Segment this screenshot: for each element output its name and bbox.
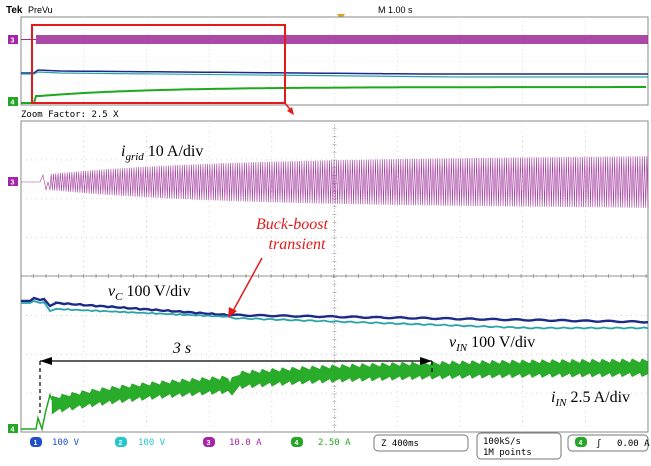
svg-text:0.00 A: 0.00 A <box>617 439 650 449</box>
ch3-readout[interactable]: 3 10.0 A <box>203 437 262 448</box>
svg-text:3: 3 <box>11 38 15 45</box>
zoom-factor-label: Zoom Factor: 2.5 X <box>21 110 119 120</box>
vin-trace <box>21 300 649 330</box>
iin-trace <box>51 358 649 415</box>
svg-text:4: 4 <box>295 440 299 447</box>
grid-current-trace <box>21 156 649 208</box>
duration-arrow-right-icon <box>420 357 432 365</box>
vc-annotation: vC 100 V/div <box>108 283 191 303</box>
transient-annotation-line1: Buck-boost <box>256 216 329 233</box>
horizontal-readout[interactable]: Z 400ms <box>373 434 469 452</box>
zoom-pointer-arrowhead-icon <box>287 107 294 115</box>
iin-startup <box>21 392 53 432</box>
overview-ch4-marker: 4 <box>8 97 18 107</box>
svg-text:3: 3 <box>207 440 211 447</box>
zoom-panel <box>20 120 649 433</box>
overview-ch3-marker: 3 <box>8 35 18 45</box>
overview-panel <box>20 16 649 115</box>
svg-text:3: 3 <box>11 180 15 187</box>
overview-vin-trace <box>21 71 648 78</box>
svg-text:2.50 A: 2.50 A <box>318 438 351 448</box>
svg-text:100 V: 100 V <box>138 438 166 448</box>
trigger-readout[interactable]: 4 ʃ 0.00 A <box>567 434 650 452</box>
overview-iin-trace <box>21 86 646 104</box>
svg-text:100kS/s: 100kS/s <box>483 437 521 447</box>
svg-text:4: 4 <box>579 440 583 447</box>
svg-text:100 V: 100 V <box>52 438 80 448</box>
vin-annotation: vIN 100 V/div <box>449 334 535 354</box>
duration-arrow-left-icon <box>40 357 52 365</box>
main-ch4-marker: 4 <box>8 424 18 434</box>
status-bar: 1 100 V 2 100 V 3 10.0 A 4 2.50 A Z 400m… <box>30 432 650 460</box>
acquisition-readout[interactable]: 100kS/s 1M points <box>476 432 562 460</box>
svg-text:10.0 A: 10.0 A <box>229 438 262 448</box>
iin-annotation: iIN 2.5 A/div <box>551 389 630 409</box>
duration-label: 3 s <box>172 340 191 357</box>
svg-text:Z 400ms: Z 400ms <box>381 439 419 449</box>
zoom-region-box <box>31 24 286 104</box>
svg-text:2: 2 <box>119 440 123 447</box>
svg-text:4: 4 <box>11 100 15 107</box>
ch4-readout[interactable]: 4 2.50 A <box>291 437 351 448</box>
timebase-label: M 1.00 s <box>378 5 413 15</box>
ch2-readout[interactable]: 2 100 V <box>115 437 166 448</box>
transient-pointer <box>232 257 263 312</box>
ch1-readout[interactable]: 1 100 V <box>30 437 80 448</box>
svg-text:1: 1 <box>34 440 38 447</box>
transient-annotation-line2: transient <box>269 236 326 253</box>
brand-label: Tek <box>6 5 23 16</box>
trigger-slope-icon: ʃ <box>596 439 601 449</box>
vc-trace <box>21 296 649 324</box>
mode-label: PreVu <box>28 5 53 15</box>
main-ch3-marker: 3 <box>8 177 18 187</box>
svg-text:1M points: 1M points <box>483 448 532 458</box>
overview-grid-current-trace <box>36 35 648 44</box>
overview-vc-trace <box>21 69 648 75</box>
igrid-annotation: igrid 10 A/div <box>121 143 203 163</box>
svg-text:4: 4 <box>11 427 15 434</box>
transient-arrowhead-icon <box>228 307 237 318</box>
